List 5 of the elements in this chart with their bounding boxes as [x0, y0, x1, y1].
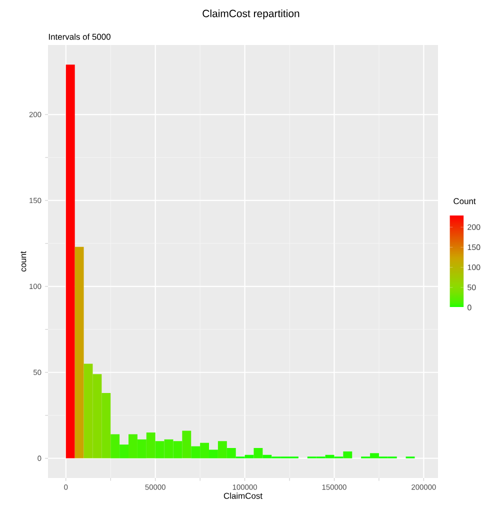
- chart-title: ClaimCost repartition: [202, 10, 300, 20]
- chart-subtitle: Intervals of 5000: [48, 34, 110, 40]
- x-axis-title: ClaimCost: [224, 492, 262, 499]
- color-bar-title: Count: [454, 198, 476, 204]
- y-axis-title: count: [20, 251, 26, 272]
